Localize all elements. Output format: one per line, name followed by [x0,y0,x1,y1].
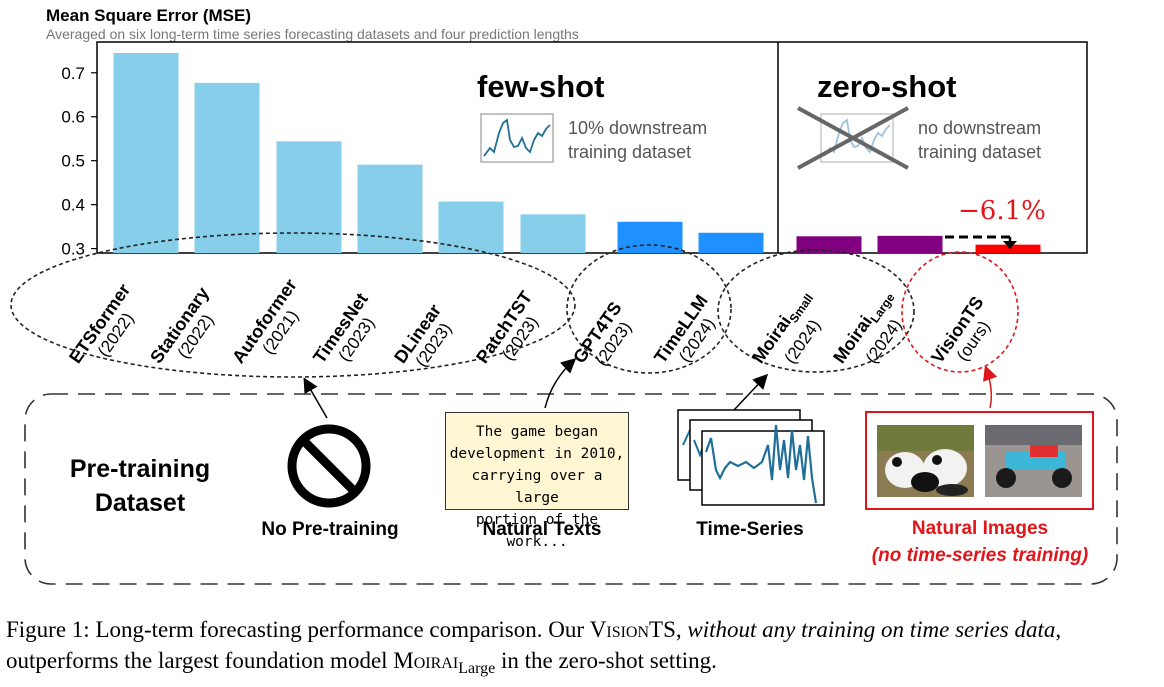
text-sample-line: carrying over a large [471,468,603,506]
few-shot-note-line2: training dataset [568,142,692,162]
y-tick-label: 0.3 [61,240,85,259]
figure-caption: Figure 1: Long-term forecasting performa… [6,614,1164,684]
pretraining-title-line2: Dataset [94,489,186,517]
caption-suffix: in the zero-shot setting. [495,648,717,673]
bar-gpt4ts [617,221,683,253]
natural-images-label: Natural Images [911,518,1049,539]
chart-subtitle: Averaged on six long-term time series fo… [46,26,579,42]
foundation-group-ellipse [717,249,915,373]
zero-shot-heading: zero-shot [817,69,957,104]
y-tick-label: 0.7 [61,64,85,83]
caption-prefix: Figure 1: Long-term forecasting performa… [6,617,590,642]
pretraining-box [24,393,1118,585]
bar-etsformer [113,52,179,254]
no-pretraining-group-ellipse [10,232,576,378]
timeseries-arrow [733,373,769,411]
bar-timellm [698,232,764,253]
zero-shot-note-line1: no downstream [918,118,1042,138]
bar-timesnet [357,164,423,253]
zero-shot-note-line2: training dataset [918,142,1042,162]
caption-baseline-sub: Large [458,660,496,677]
few-shot-heading: few-shot [477,69,605,104]
llm-group-ellipse [566,244,732,374]
panda-photo [877,425,974,497]
plot-frame [96,41,1088,254]
bar-visionts [975,244,1041,253]
no-pretraining-label: No Pre-training [261,519,399,540]
zero-shot-note: no downstream training dataset [918,116,1041,164]
natural-images-note: (no time-series training) [871,545,1089,566]
caption-model: VisionTS [589,617,676,642]
chart-title: Mean Square Error (MSE) [46,6,251,25]
y-tick-label: 0.4 [61,196,85,215]
images-arrow [983,365,998,409]
improvement-arrow [945,235,1017,249]
bar-moirai-large [877,235,943,253]
caption-italic: without any training on time series data [687,617,1056,642]
time-series-stack-icon [677,409,825,506]
caption-comma: , [675,617,688,642]
time-series-label: Time-Series [696,519,804,540]
atv-photo [985,425,1082,497]
caption-baseline: Moirai [393,648,459,673]
pretraining-title-line1: Pre-training [69,455,211,483]
crossed-out-thumbnail-icon [797,106,909,170]
text-sample-line: The game began [475,424,599,440]
few-shot-note-line1: 10% downstream [568,118,708,138]
prohibited-icon [287,424,371,508]
improvement-label: −6.1% [958,196,1046,226]
bar-patchtst [520,214,586,253]
text-sample-line: development in 2010, [449,446,625,462]
text-sample-line: portion of the work... [475,512,599,550]
natural-texts-label: Natural Texts [482,519,602,540]
bar-autoformer [276,141,342,253]
text-sample-box: The game began development in 2010, carr… [445,412,629,550]
pretraining-title: Pre-training Dataset [60,452,220,520]
bar-stationary [194,82,260,253]
caption-middle: , outperforms the largest foundation mod… [6,617,1062,673]
visionts-group-ellipse [901,251,1019,373]
bar-moirai-small [796,236,862,253]
texts-arrow [544,357,577,409]
no-pretraining-arrow [303,377,328,419]
y-tick-label: 0.6 [61,108,85,127]
few-shot-note: 10% downstream training dataset [568,116,707,164]
y-tick-label: 0.5 [61,152,85,171]
time-series-thumbnail-icon [480,113,554,163]
